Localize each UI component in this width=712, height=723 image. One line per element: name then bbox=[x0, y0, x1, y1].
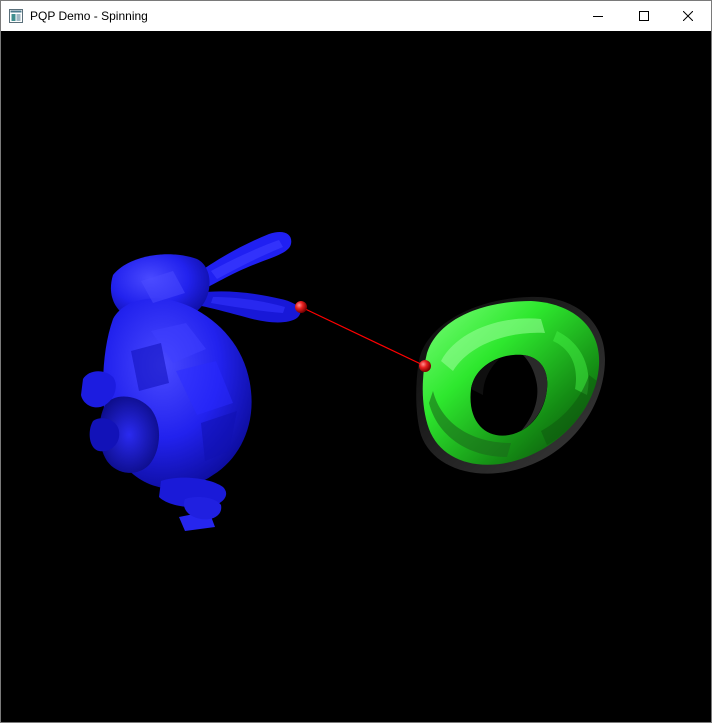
window-title: PQP Demo - Spinning bbox=[30, 9, 148, 23]
maximize-icon bbox=[639, 11, 649, 21]
closest-point-torus bbox=[419, 360, 431, 372]
minimize-icon bbox=[593, 16, 603, 17]
scene-canvas bbox=[81, 232, 605, 531]
torus-model bbox=[416, 296, 605, 474]
closest-point-bunny bbox=[295, 301, 307, 313]
distance-line bbox=[300, 306, 426, 367]
maximize-button[interactable] bbox=[621, 1, 667, 31]
close-icon bbox=[683, 11, 693, 21]
close-button[interactable] bbox=[665, 1, 711, 31]
title-bar[interactable]: PQP Demo - Spinning bbox=[1, 1, 711, 31]
bunny-model bbox=[81, 232, 301, 531]
render-viewport[interactable] bbox=[1, 31, 711, 722]
app-window-icon bbox=[9, 9, 23, 23]
minimize-button[interactable] bbox=[575, 1, 621, 31]
